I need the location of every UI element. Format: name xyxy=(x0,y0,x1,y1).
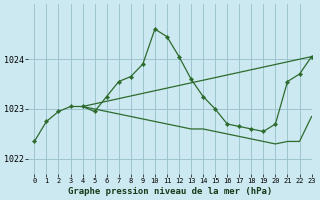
X-axis label: Graphe pression niveau de la mer (hPa): Graphe pression niveau de la mer (hPa) xyxy=(68,187,272,196)
